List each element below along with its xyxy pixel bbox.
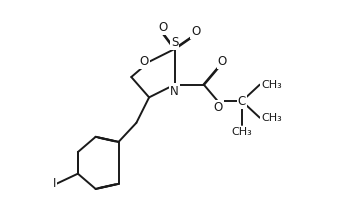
Text: C: C [238, 95, 246, 108]
Text: CH₃: CH₃ [261, 80, 282, 90]
Text: I: I [53, 177, 56, 190]
Text: CH₃: CH₃ [261, 113, 282, 123]
Text: O: O [218, 55, 227, 68]
Text: N: N [170, 85, 179, 98]
Text: S: S [171, 36, 178, 49]
Text: O: O [191, 25, 200, 38]
Text: O: O [159, 21, 168, 34]
Text: CH₃: CH₃ [232, 127, 252, 137]
Text: O: O [213, 101, 223, 114]
Text: O: O [140, 55, 149, 68]
